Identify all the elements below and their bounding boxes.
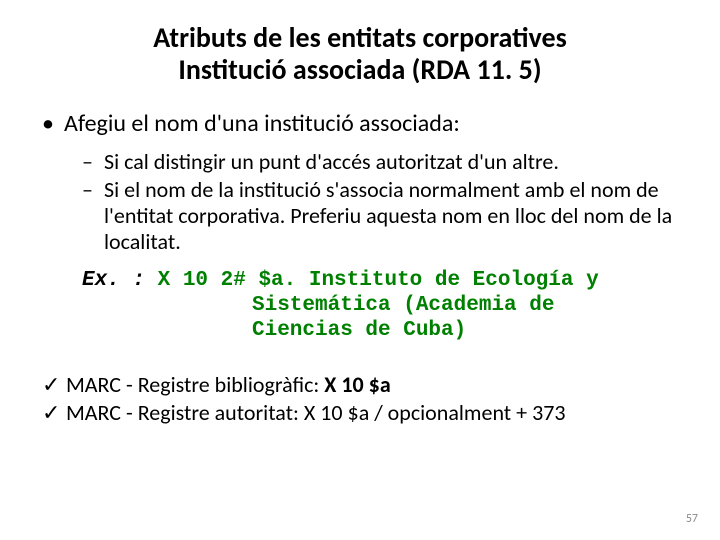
example-code-line3: Ciencias de Cuba) bbox=[252, 319, 466, 342]
list-item: • Afegiu el nom d'una institució associa… bbox=[42, 110, 678, 139]
level2-text-0: Si cal distingir un punt d'accés autorit… bbox=[104, 149, 559, 175]
check-prefix: MARC - Registre autoritat: X 10 $a / opc… bbox=[66, 399, 566, 426]
example-code-line2: Sistemática (Academia de bbox=[252, 294, 554, 317]
title-line-1: Atributs de les entitats corporatives bbox=[153, 20, 567, 55]
list-item: – Si cal distingir un punt d'accés autor… bbox=[82, 149, 678, 175]
dash-icon: – bbox=[82, 149, 104, 175]
check-text-1: MARC - Registre autoritat: X 10 $a / opc… bbox=[66, 399, 566, 427]
check-icon: ✓ bbox=[42, 371, 66, 399]
title-line-2: Institució associada (RDA 11. 5) bbox=[178, 52, 541, 87]
page-number: 57 bbox=[686, 512, 698, 526]
check-text-0: MARC - Registre bibliogràfic: X 10 $a bbox=[66, 371, 391, 399]
level2-text-1: Si el nom de la institució s'associa nor… bbox=[104, 177, 678, 255]
list-item: ✓ MARC - Registre bibliogràfic: X 10 $a bbox=[42, 371, 678, 399]
bullet-list-level2: – Si cal distingir un punt d'accés autor… bbox=[82, 149, 678, 255]
example-code-line1: X 10 2# $a. Instituto de Ecología y bbox=[158, 269, 599, 292]
check-list: ✓ MARC - Registre bibliogràfic: X 10 $a … bbox=[42, 371, 678, 426]
bullet-icon: • bbox=[42, 110, 64, 139]
bullet-list-level1: • Afegiu el nom d'una institució associa… bbox=[42, 110, 678, 139]
slide: Atributs de les entitats corporatives In… bbox=[0, 0, 720, 540]
level1-text: Afegiu el nom d'una institució associada… bbox=[64, 110, 460, 139]
check-prefix: MARC - Registre bibliogràfic: bbox=[66, 371, 324, 398]
example-block: Ex. : X 10 2# $a. Instituto de Ecología … bbox=[82, 269, 678, 343]
dash-icon: – bbox=[82, 177, 104, 255]
list-item: – Si el nom de la institució s'associa n… bbox=[82, 177, 678, 255]
example-label: Ex. : bbox=[82, 269, 158, 292]
check-bold: X 10 $a bbox=[324, 371, 390, 398]
slide-title: Atributs de les entitats corporatives In… bbox=[42, 22, 678, 86]
check-icon: ✓ bbox=[42, 399, 66, 427]
list-item: ✓ MARC - Registre autoritat: X 10 $a / o… bbox=[42, 399, 678, 427]
